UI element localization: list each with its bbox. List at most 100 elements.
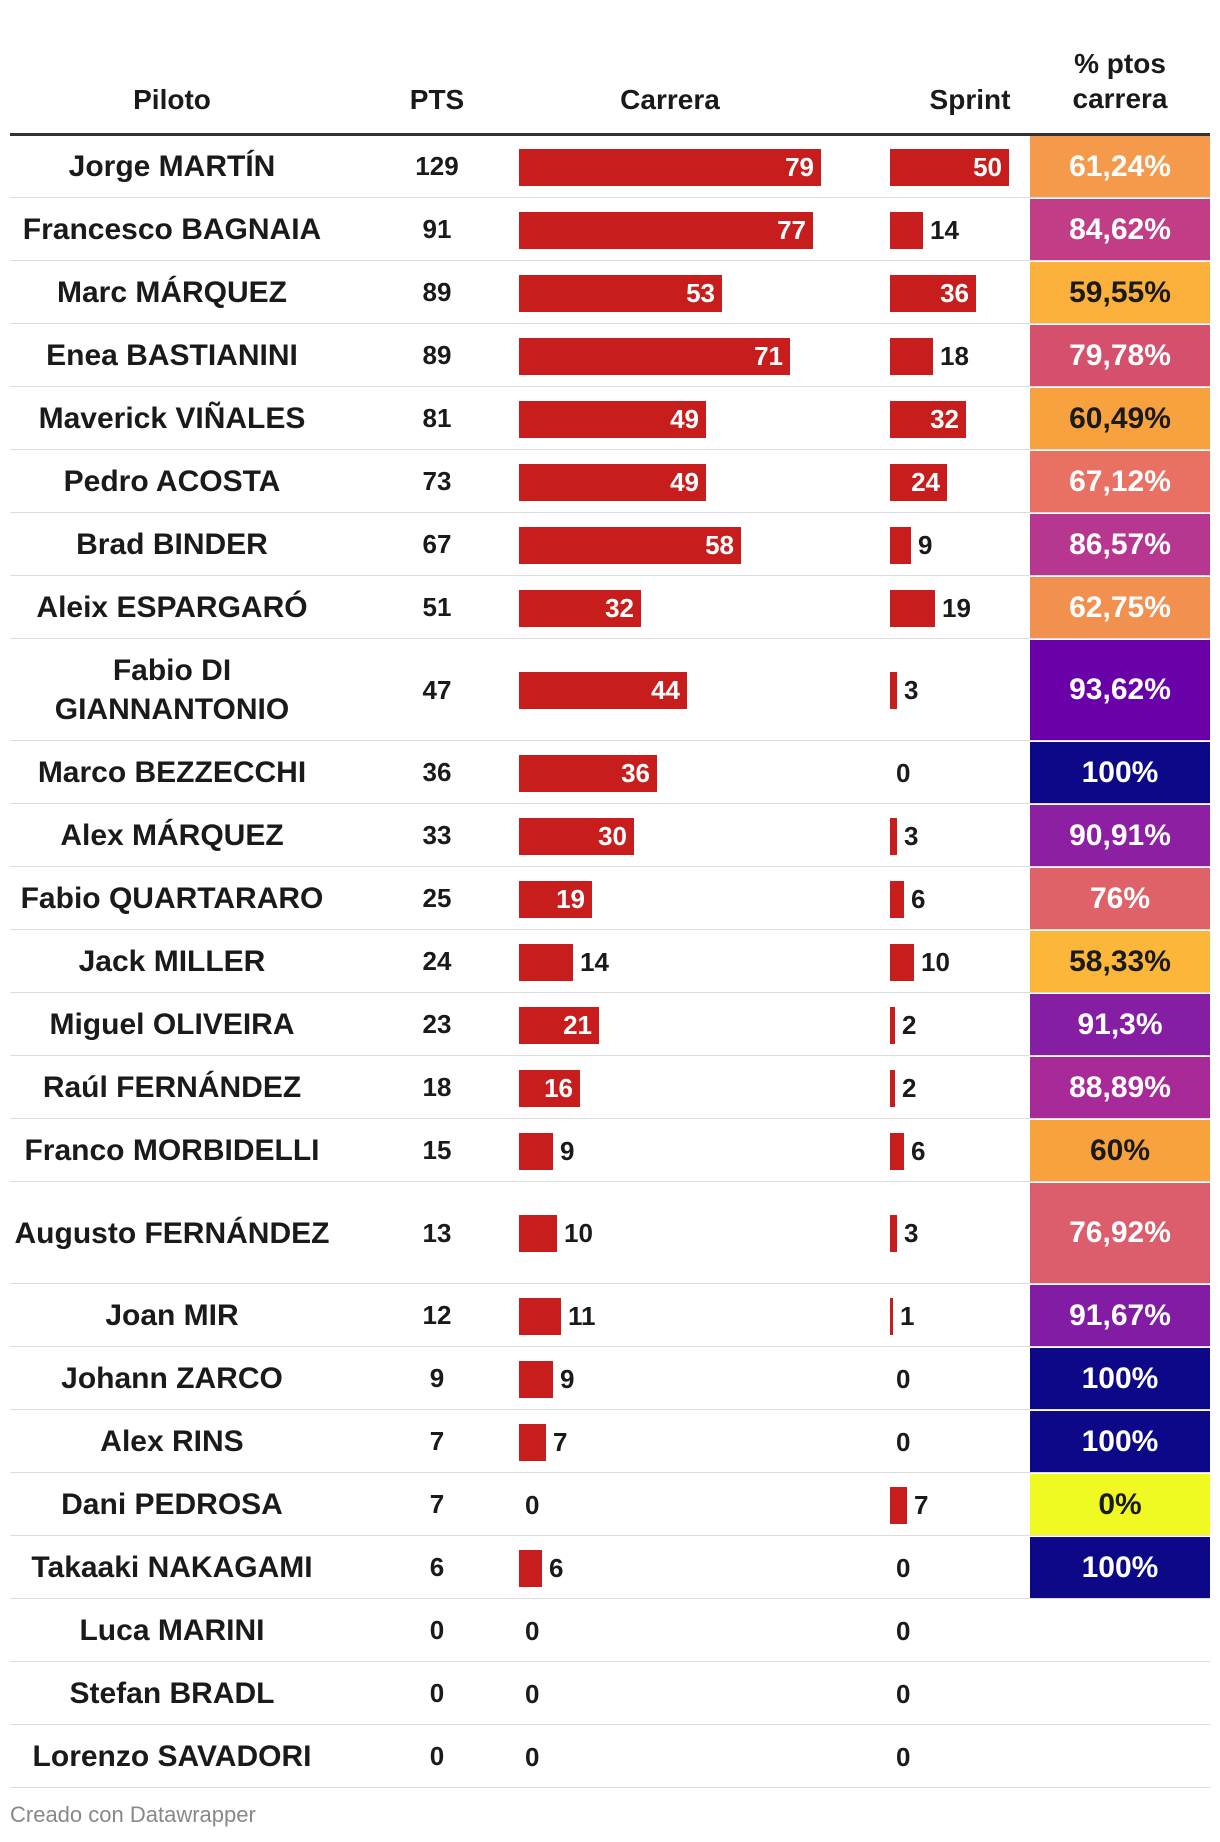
- pct-carrera-value: 100%: [1081, 1550, 1159, 1584]
- carrera-value: 77: [777, 215, 806, 245]
- carrera-value: 0: [525, 1490, 540, 1520]
- carrera-value: 49: [670, 467, 699, 497]
- pct-carrera-value: 58,33%: [1069, 944, 1171, 978]
- table-row: Fabio QUARTARARO 25 19 6 76%: [10, 868, 1210, 930]
- sprint-bar: [890, 590, 935, 627]
- rider-points: 0: [429, 1741, 445, 1771]
- carrera-value: 44: [651, 675, 680, 705]
- header-pct-line1: % ptos: [1074, 48, 1166, 79]
- carrera-value: 9: [560, 1364, 575, 1394]
- sprint-bar: [890, 944, 914, 981]
- carrera-bar: [519, 881, 592, 918]
- carrera-bar: [519, 401, 706, 438]
- carrera-cell: 10: [519, 1183, 821, 1283]
- table-row: Marc MÁRQUEZ 89 53 36 59,55%: [10, 262, 1210, 324]
- sprint-cell: 2: [890, 1057, 1009, 1118]
- rider-name: Franco MORBIDELLI: [24, 1134, 320, 1167]
- carrera-bar: [519, 1070, 580, 1107]
- sprint-bar: [890, 464, 947, 501]
- carrera-bar: [519, 1424, 546, 1461]
- pct-carrera-value: 91,67%: [1069, 1298, 1171, 1332]
- pct-carrera-cell: 91,3%: [1030, 994, 1210, 1055]
- sprint-cell: 36: [890, 262, 1009, 323]
- carrera-bar: [519, 672, 687, 709]
- sprint-cell: 14: [890, 199, 1009, 260]
- carrera-cell: 58: [519, 514, 821, 575]
- sprint-value: 6: [911, 884, 926, 914]
- carrera-cell: 0: [519, 1474, 821, 1535]
- carrera-value: 32: [605, 593, 634, 623]
- pct-carrera-cell: 84,62%: [1030, 199, 1210, 260]
- pct-carrera-cell: 76%: [1030, 868, 1210, 929]
- sprint-cell: 0: [890, 1726, 1009, 1787]
- rider-name: Lorenzo SAVADORI: [32, 1740, 312, 1773]
- carrera-bar: [519, 1215, 557, 1252]
- rider-name: Aleix ESPARGARÓ: [36, 591, 308, 624]
- table-row: Fabio DI GIANNANTONIO 47 44 3 93,62%: [10, 640, 1210, 741]
- carrera-cell: 30: [519, 805, 821, 866]
- header-piloto: Piloto: [133, 84, 211, 115]
- carrera-value: 9: [560, 1136, 575, 1166]
- carrera-bar: [519, 1007, 599, 1044]
- pct-carrera-cell: 67,12%: [1030, 451, 1210, 512]
- carrera-value: 71: [754, 341, 783, 371]
- sprint-cell: 10: [890, 931, 1009, 992]
- pct-carrera-cell: 76,92%: [1030, 1183, 1210, 1283]
- carrera-value: 79: [785, 152, 814, 182]
- rider-name: Brad BINDER: [76, 528, 268, 561]
- rider-name: Maverick VIÑALES: [38, 402, 306, 435]
- carrera-value: 11: [568, 1301, 596, 1331]
- rider-name: Jorge MARTÍN: [68, 150, 276, 183]
- rider-points: 15: [422, 1135, 452, 1165]
- pct-carrera-cell: 79,78%: [1030, 325, 1210, 386]
- pct-carrera-value: 0%: [1098, 1487, 1142, 1521]
- sprint-value: 9: [918, 530, 933, 560]
- pct-carrera-value: 62,75%: [1069, 590, 1171, 624]
- pct-carrera-cell: 0%: [1030, 1474, 1210, 1535]
- sprint-value: 0: [896, 1427, 911, 1457]
- rider-name: Fabio DI GIANNANTONIO: [54, 654, 290, 726]
- rider-name: Marc MÁRQUEZ: [56, 276, 288, 309]
- carrera-cell: 7: [519, 1411, 821, 1472]
- carrera-value: 0: [525, 1679, 540, 1709]
- header-rule: [10, 133, 1210, 136]
- table-row: Jorge MARTÍN 129 79 50 61,24%: [10, 136, 1210, 198]
- pct-carrera-value: 76,92%: [1069, 1216, 1171, 1249]
- rider-points: 18: [422, 1072, 452, 1102]
- carrera-cell: 79: [519, 136, 821, 197]
- sprint-cell: 19: [890, 577, 1009, 638]
- sprint-bar: [890, 149, 1009, 186]
- rider-name: Pedro ACOSTA: [63, 465, 281, 498]
- pct-carrera-value: 100%: [1081, 1361, 1159, 1395]
- carrera-value: 0: [525, 1616, 540, 1646]
- carrera-bar: [519, 1361, 553, 1398]
- rider-points: 36: [422, 757, 452, 787]
- carrera-bar: [519, 818, 634, 855]
- pct-carrera-value: 93,62%: [1069, 673, 1171, 706]
- carrera-value: 16: [544, 1073, 573, 1103]
- carrera-cell: 0: [519, 1726, 821, 1787]
- sprint-value: 32: [930, 404, 959, 434]
- carrera-cell: 32: [519, 577, 821, 638]
- sprint-bar: [890, 1298, 893, 1335]
- rider-points: 13: [422, 1217, 452, 1248]
- carrera-bar: [519, 1298, 561, 1335]
- pct-carrera-cell: 62,75%: [1030, 577, 1210, 638]
- sprint-value: 0: [896, 1364, 911, 1394]
- carrera-cell: 36: [519, 742, 821, 803]
- carrera-cell: 9: [519, 1120, 821, 1181]
- table-row: Luca MARINI 0 0 0: [10, 1600, 1210, 1662]
- table-row: Johann ZARCO 9 9 0 100%: [10, 1348, 1210, 1410]
- carrera-cell: 19: [519, 868, 821, 929]
- sprint-value: 0: [896, 1553, 911, 1583]
- rider-points: 67: [422, 529, 452, 559]
- pct-carrera-value: 88,89%: [1069, 1070, 1171, 1104]
- carrera-value: 21: [563, 1010, 592, 1040]
- pct-carrera-cell: 91,67%: [1030, 1285, 1210, 1346]
- table-row: Brad BINDER 67 58 9 86,57%: [10, 514, 1210, 576]
- pct-carrera-cell: 100%: [1030, 742, 1210, 803]
- rider-points: 51: [422, 592, 452, 622]
- carrera-value: 14: [580, 947, 609, 977]
- pct-carrera-cell: 100%: [1030, 1348, 1210, 1409]
- rider-name: Takaaki NAKAGAMI: [31, 1551, 313, 1584]
